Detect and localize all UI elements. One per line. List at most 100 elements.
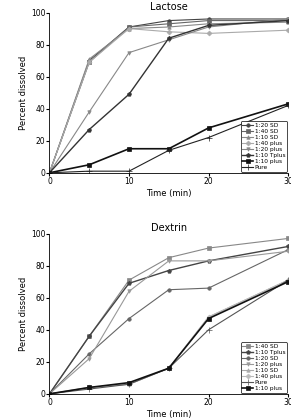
1:40 plus — [286, 278, 290, 283]
1:10 plus — [207, 125, 210, 130]
1:20 SD — [48, 170, 51, 175]
1:10 SD — [88, 57, 91, 62]
Pure — [88, 387, 91, 392]
Pure — [286, 103, 290, 108]
1:20 plus — [127, 50, 131, 55]
Line: 1:10 Tplus: 1:10 Tplus — [47, 18, 290, 175]
1:10 Tplus — [207, 23, 210, 28]
1:20 plus — [88, 109, 91, 114]
1:40 plus — [127, 382, 131, 387]
1:10 Tplus — [167, 268, 171, 273]
1:10 SD — [207, 314, 210, 319]
Line: 1:40 plus: 1:40 plus — [48, 278, 290, 396]
1:10 Tplus — [127, 281, 131, 286]
Line: 1:10 plus: 1:10 plus — [47, 279, 290, 396]
1:40 SD — [88, 334, 91, 339]
1:10 Tplus — [286, 18, 290, 23]
1:10 SD — [207, 21, 210, 26]
1:10 plus — [167, 146, 171, 151]
Line: 1:10 SD: 1:10 SD — [48, 278, 290, 396]
Line: 1:20 SD: 1:20 SD — [48, 248, 290, 396]
1:40 plus — [167, 366, 171, 371]
Line: 1:40 plus: 1:40 plus — [48, 27, 290, 174]
1:40 SD — [127, 24, 131, 29]
1:20 plus — [207, 259, 210, 264]
1:40 plus — [207, 314, 210, 319]
1:40 SD — [207, 246, 210, 251]
1:40 SD — [48, 170, 51, 175]
1:10 Tplus — [48, 170, 51, 175]
1:20 SD — [207, 286, 210, 291]
X-axis label: Time (min): Time (min) — [146, 189, 191, 198]
Line: 1:20 SD: 1:20 SD — [48, 17, 290, 174]
1:40 SD — [127, 278, 131, 283]
1:20 SD — [286, 16, 290, 21]
1:10 Tplus — [88, 127, 91, 132]
1:20 plus — [286, 249, 290, 254]
1:40 SD — [167, 255, 171, 260]
1:20 SD — [88, 58, 91, 63]
1:20 plus — [48, 170, 51, 175]
Line: Pure: Pure — [47, 103, 291, 176]
1:20 SD — [127, 316, 131, 321]
X-axis label: Time (min): Time (min) — [146, 410, 191, 419]
1:10 plus — [88, 385, 91, 390]
1:10 SD — [127, 382, 131, 387]
1:40 plus — [48, 391, 51, 396]
Y-axis label: Percent dissolved: Percent dissolved — [19, 56, 28, 130]
Pure — [286, 278, 290, 283]
1:20 SD — [207, 16, 210, 21]
1:10 plus — [127, 380, 131, 385]
1:10 plus — [286, 101, 290, 106]
Pure — [207, 135, 210, 140]
1:10 SD — [48, 391, 51, 396]
1:40 plus — [207, 31, 210, 36]
Legend: 1:20 SD, 1:40 SD, 1:10 SD, 1:40 plus, 1:20 plus, 1:10 Tplus, 1:10 plus, Pure: 1:20 SD, 1:40 SD, 1:10 SD, 1:40 plus, 1:… — [241, 122, 287, 172]
1:40 SD — [88, 60, 91, 65]
Line: 1:10 plus: 1:10 plus — [47, 102, 290, 175]
Pure — [88, 169, 91, 174]
1:20 SD — [286, 247, 290, 252]
1:20 SD — [127, 24, 131, 29]
1:20 SD — [48, 391, 51, 396]
1:40 SD — [167, 21, 171, 26]
1:40 plus — [127, 26, 131, 31]
Line: 1:20 plus: 1:20 plus — [48, 17, 290, 174]
1:10 plus — [286, 279, 290, 284]
1:10 SD — [286, 20, 290, 25]
Pure — [48, 170, 51, 175]
1:40 SD — [207, 18, 210, 23]
Line: 1:20 plus: 1:20 plus — [48, 250, 290, 396]
1:10 Tplus — [286, 244, 290, 249]
1:10 SD — [167, 366, 171, 371]
1:10 Tplus — [207, 259, 210, 264]
1:10 SD — [48, 170, 51, 175]
1:40 SD — [286, 236, 290, 241]
1:20 plus — [286, 16, 290, 21]
Pure — [48, 391, 51, 396]
Line: 1:10 SD: 1:10 SD — [48, 21, 290, 174]
1:20 plus — [88, 356, 91, 361]
Line: 1:40 SD: 1:40 SD — [48, 19, 290, 174]
1:20 SD — [167, 287, 171, 292]
1:10 SD — [167, 24, 171, 29]
Title: Lactose: Lactose — [150, 2, 188, 12]
1:10 Tplus — [127, 92, 131, 97]
Pure — [207, 327, 210, 332]
1:10 SD — [88, 385, 91, 390]
1:10 SD — [127, 26, 131, 31]
1:20 plus — [48, 391, 51, 396]
1:40 plus — [286, 28, 290, 33]
Title: Dextrin: Dextrin — [151, 223, 187, 233]
1:10 plus — [48, 170, 51, 175]
1:10 Tplus — [88, 334, 91, 339]
1:40 plus — [88, 60, 91, 65]
1:10 SD — [286, 278, 290, 283]
1:10 plus — [127, 146, 131, 151]
1:40 SD — [48, 391, 51, 396]
1:40 plus — [88, 385, 91, 390]
1:20 plus — [207, 24, 210, 29]
1:40 plus — [167, 29, 171, 34]
1:10 plus — [48, 391, 51, 396]
1:10 plus — [167, 366, 171, 371]
